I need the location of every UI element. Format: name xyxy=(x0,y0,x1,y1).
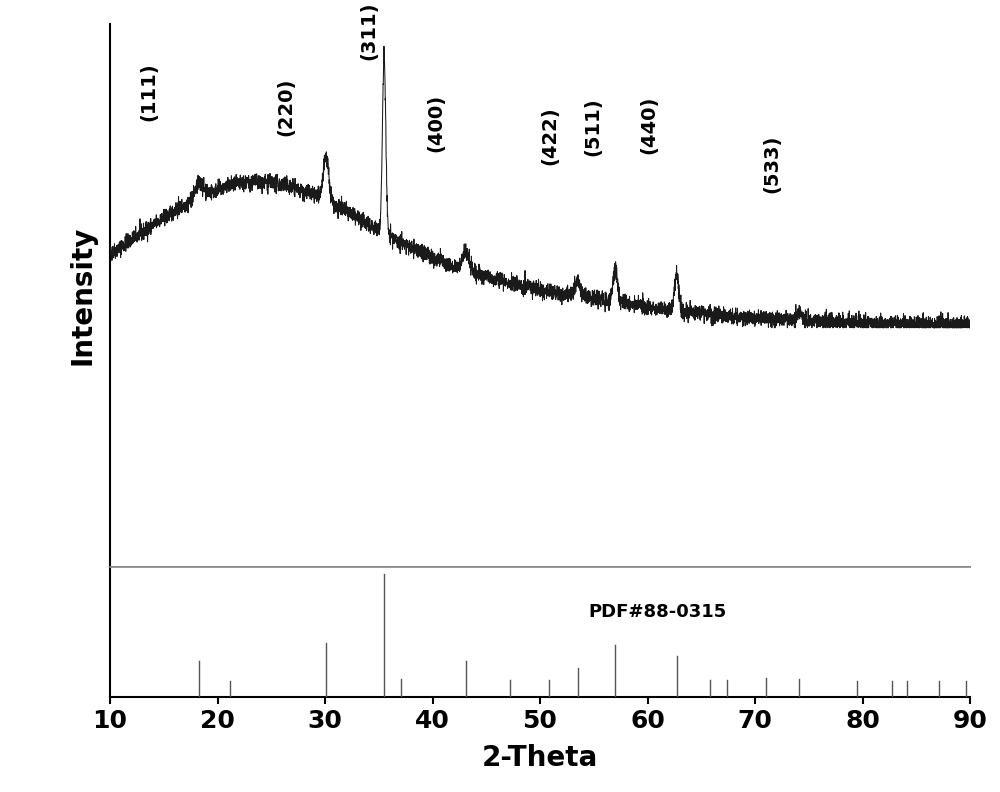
Text: (533): (533) xyxy=(763,135,782,192)
Y-axis label: Intensity: Intensity xyxy=(68,226,96,365)
X-axis label: 2-Theta: 2-Theta xyxy=(482,744,598,772)
Text: (511): (511) xyxy=(583,97,602,156)
Text: (422): (422) xyxy=(540,106,559,165)
Text: (111): (111) xyxy=(139,63,158,121)
Text: (400): (400) xyxy=(426,93,445,152)
Text: PDF#88-0315: PDF#88-0315 xyxy=(588,603,727,621)
Text: (440): (440) xyxy=(639,96,658,154)
Text: (311): (311) xyxy=(360,2,379,60)
Text: (220): (220) xyxy=(276,78,295,136)
